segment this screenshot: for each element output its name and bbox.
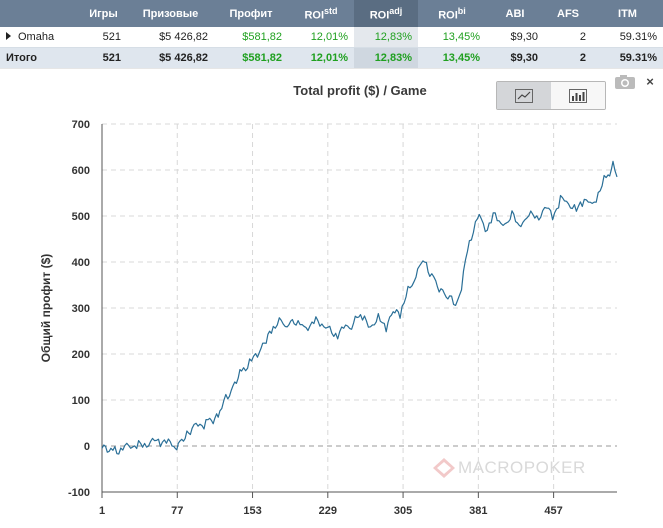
chart-title: Total profit ($) / Game (293, 83, 427, 98)
expand-arrow-icon[interactable] (6, 32, 11, 40)
line-chart-icon (515, 88, 533, 103)
header-itm[interactable]: ITM (592, 0, 663, 27)
total-abi: $9,30 (486, 47, 544, 69)
cell-abi: $9,30 (486, 27, 544, 48)
cell-roi-bi: 13,45% (418, 27, 486, 48)
close-button[interactable]: × (646, 74, 654, 89)
x-tick-label: 1 (99, 505, 105, 517)
table-header-row: Игры Призовые Профит ROIstd ROIadj ROIbi… (0, 0, 663, 27)
total-prize: $5 426,82 (127, 47, 214, 69)
cell-afs: 2 (544, 27, 592, 48)
bar-chart-icon (569, 88, 587, 103)
cell-roi-std: 12,01% (288, 27, 354, 48)
y-tick-label: 300 (72, 303, 90, 315)
x-tick-label: 305 (394, 505, 412, 517)
screenshot-button[interactable] (612, 71, 638, 93)
y-tick-label: 400 (72, 257, 90, 269)
cell-games: 521 (80, 27, 127, 48)
profit-series-line (101, 160, 618, 455)
header-prize[interactable]: Призовые (127, 0, 214, 27)
total-itm: 59.31% (592, 47, 663, 69)
header-games[interactable]: Игры (80, 0, 127, 27)
total-name: Итого (0, 47, 80, 69)
total-row: Итого 521 $5 426,82 $581,82 12,01% 12,83… (0, 47, 663, 69)
macropoker-logo-icon (433, 458, 455, 478)
header-profit[interactable]: Профит (214, 0, 288, 27)
x-tick-label: 381 (469, 505, 487, 517)
profit-chart: -100 0 100 200 300 400 500 600 700 1 77 153 229 305 38… (39, 119, 618, 517)
total-afs: 2 (544, 47, 592, 69)
total-roi-bi: 13,45% (418, 47, 486, 69)
x-tick-label: 153 (243, 505, 261, 517)
header-abi[interactable]: ABI (486, 0, 544, 27)
chart-view-toggle (496, 81, 606, 110)
row-name[interactable]: Omaha (0, 27, 80, 48)
y-tick-label: 500 (72, 211, 90, 223)
y-tick-label: 0 (84, 441, 90, 453)
x-tick-label: 457 (544, 505, 562, 517)
y-tick-label: 600 (72, 165, 90, 177)
stats-table: Игры Призовые Профит ROIstd ROIadj ROIbi… (0, 0, 663, 69)
total-roi-std: 12,01% (288, 47, 354, 69)
header-afs[interactable]: AFS (544, 0, 592, 27)
bar-view-button[interactable] (551, 82, 605, 109)
y-tick-label: -100 (68, 487, 90, 499)
y-tick-label: 200 (72, 349, 90, 361)
camera-icon (615, 75, 635, 89)
header-roi-std[interactable]: ROIstd (288, 0, 354, 27)
cell-itm: 59.31% (592, 27, 663, 48)
x-tick-label: 229 (319, 505, 337, 517)
line-view-button[interactable] (497, 82, 552, 109)
cell-prize: $5 426,82 (127, 27, 214, 48)
total-profit: $581,82 (214, 47, 288, 69)
header-empty (0, 0, 80, 27)
header-roi-bi[interactable]: ROIbi (418, 0, 486, 27)
cell-profit: $581,82 (214, 27, 288, 48)
cell-roi-adj: 12,83% (354, 27, 418, 48)
y-axis-label: Общий профит ($) (39, 254, 53, 363)
y-tick-label: 700 (72, 119, 90, 131)
watermark: MACROPOKER (432, 457, 586, 479)
total-games: 521 (80, 47, 127, 69)
watermark-text: MACROPOKER (458, 458, 586, 477)
total-roi-adj: 12,83% (354, 47, 418, 69)
x-tick-label: 77 (171, 505, 183, 517)
chart-panel: -100 0 100 200 300 400 500 600 700 1 77 153 229 305 38… (0, 68, 663, 528)
header-roi-adj[interactable]: ROIadj (354, 0, 418, 27)
y-tick-label: 100 (72, 395, 90, 407)
table-row[interactable]: Omaha 521 $5 426,82 $581,82 12,01% 12,83… (0, 27, 663, 48)
